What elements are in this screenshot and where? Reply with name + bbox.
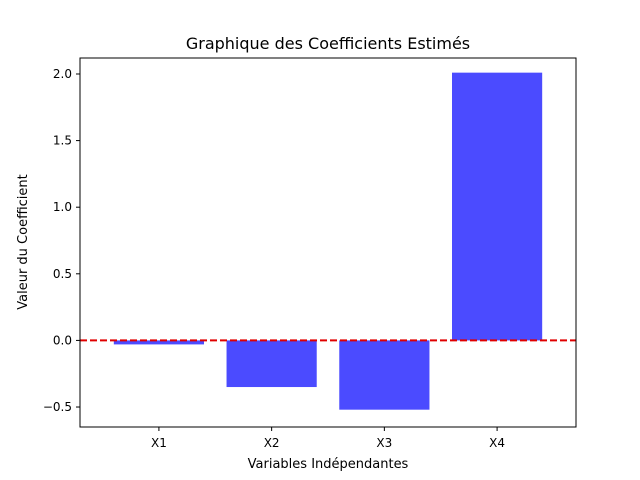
bar-x4 bbox=[452, 72, 543, 341]
bar-x1 bbox=[113, 340, 204, 345]
bar-x2 bbox=[226, 340, 317, 388]
x-tick-label-x2: X2 bbox=[264, 436, 280, 450]
y-axis-label: Valeur du Coefficient bbox=[16, 174, 31, 310]
x-tick-label-x3: X3 bbox=[376, 436, 392, 450]
y-tick-label: 2.0 bbox=[53, 67, 72, 81]
y-tick-label: −0.5 bbox=[43, 400, 72, 414]
y-tick-label: 0.5 bbox=[53, 267, 72, 281]
bars-layer bbox=[113, 72, 543, 410]
y-tick-label: 0.0 bbox=[53, 333, 72, 347]
x-axis-label: Variables Indépendantes bbox=[248, 457, 409, 472]
y-axis-ticks: −0.5 0.0 0.5 1.0 1.5 2.0 bbox=[43, 67, 80, 414]
bar-x3 bbox=[339, 340, 430, 410]
y-tick-label: 1.0 bbox=[53, 200, 72, 214]
x-axis-ticks: X1 X2 X3 X4 bbox=[151, 427, 505, 450]
plot-frame bbox=[79, 57, 577, 428]
chart-title: Graphique des Coefficients Estimés bbox=[186, 34, 470, 53]
x-tick-label-x1: X1 bbox=[151, 436, 167, 450]
y-tick-label: 1.5 bbox=[53, 134, 72, 148]
x-tick-label-x4: X4 bbox=[489, 436, 505, 450]
